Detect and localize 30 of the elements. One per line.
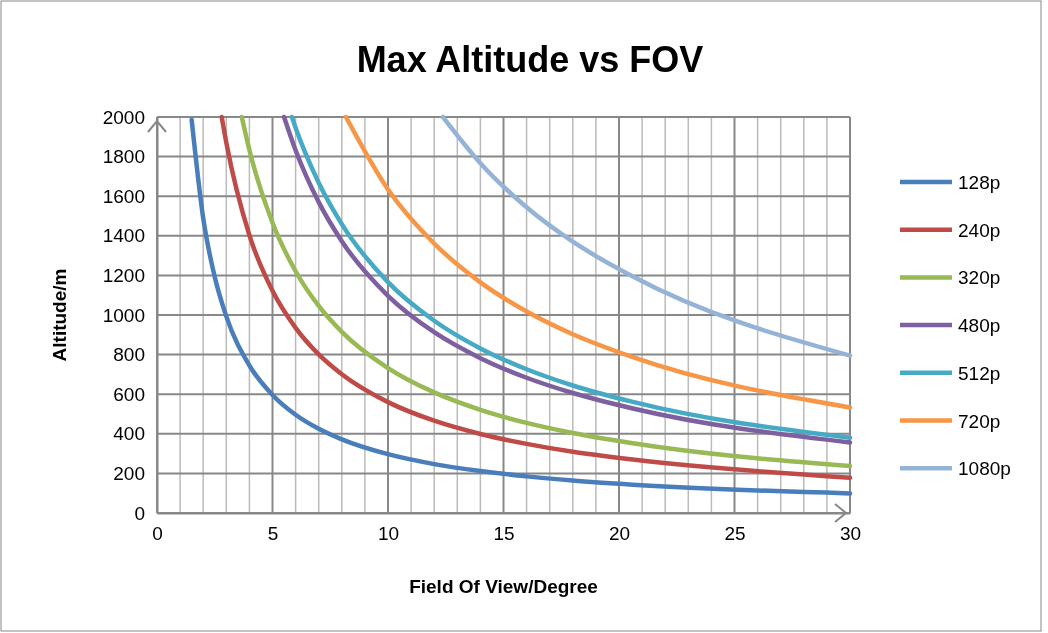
- y-tick-label: 1400: [102, 225, 145, 247]
- x-tick-label: 30: [839, 523, 862, 545]
- legend-label: 1080p: [958, 458, 1011, 480]
- x-tick-label: 25: [724, 523, 746, 545]
- y-axis-title: Altitude/m: [49, 268, 70, 362]
- legend-label: 320p: [958, 267, 1001, 289]
- y-tick-label: 1200: [102, 264, 145, 286]
- y-tick-label: 1600: [102, 185, 145, 207]
- line-series: [343, 114, 853, 410]
- y-tick-label: 400: [113, 423, 145, 445]
- y-tick-label: 2000: [102, 106, 145, 128]
- legend-label: 720p: [958, 410, 1001, 432]
- y-tick-label: 1000: [102, 304, 145, 326]
- y-tick-label: 1800: [102, 146, 145, 168]
- x-tick-label: 5: [267, 523, 279, 545]
- y-tick-label: 800: [113, 344, 145, 366]
- x-axis-title: Field Of View/Degree: [409, 576, 598, 597]
- x-tick-label: 10: [377, 523, 400, 545]
- x-tick-label: 15: [493, 523, 515, 545]
- line-series: [440, 114, 853, 358]
- x-tick-label: 20: [608, 523, 631, 545]
- y-tick-label: 0: [134, 502, 145, 524]
- y-tick-label: 600: [113, 383, 145, 405]
- legend-label: 512p: [958, 362, 1001, 384]
- legend-label: 240p: [958, 219, 1001, 241]
- y-tick-label: 200: [113, 462, 145, 484]
- chart-title: Max Altitude vs FOV: [356, 39, 704, 80]
- x-tick-label: 0: [152, 523, 163, 545]
- legend-label: 480p: [958, 315, 1001, 337]
- legend-label: 128p: [958, 172, 1001, 193]
